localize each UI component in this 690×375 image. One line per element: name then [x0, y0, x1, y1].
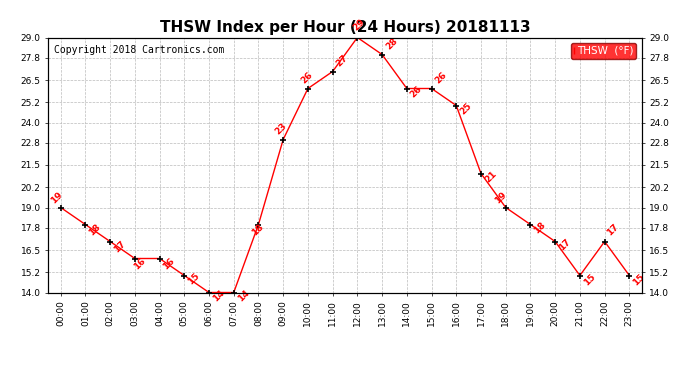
Text: 17: 17 — [604, 222, 620, 237]
Text: 26: 26 — [433, 70, 448, 85]
Text: 26: 26 — [299, 70, 315, 85]
Text: 17: 17 — [557, 237, 573, 252]
Text: 19: 19 — [50, 190, 65, 205]
Text: 21: 21 — [483, 170, 498, 184]
Text: 14: 14 — [236, 288, 251, 303]
Text: 17: 17 — [112, 239, 128, 254]
Text: 15: 15 — [582, 272, 597, 287]
Text: 16: 16 — [132, 256, 148, 271]
Text: 23: 23 — [273, 121, 288, 136]
Text: 15: 15 — [631, 272, 647, 287]
Text: 18: 18 — [533, 220, 548, 236]
Legend: THSW  (°F): THSW (°F) — [571, 43, 636, 59]
Text: 16: 16 — [161, 256, 177, 271]
Text: 26: 26 — [408, 84, 424, 99]
Text: 19: 19 — [493, 190, 509, 205]
Text: 28: 28 — [384, 36, 400, 51]
Text: 25: 25 — [458, 101, 473, 117]
Text: 14: 14 — [211, 288, 226, 303]
Text: 27: 27 — [335, 53, 350, 68]
Title: THSW Index per Hour (24 Hours) 20181113: THSW Index per Hour (24 Hours) 20181113 — [159, 20, 531, 35]
Text: 18: 18 — [250, 222, 265, 237]
Text: 18: 18 — [88, 222, 103, 237]
Text: Copyright 2018 Cartronics.com: Copyright 2018 Cartronics.com — [55, 45, 225, 55]
Text: 15: 15 — [186, 272, 201, 286]
Text: 29: 29 — [351, 17, 366, 32]
